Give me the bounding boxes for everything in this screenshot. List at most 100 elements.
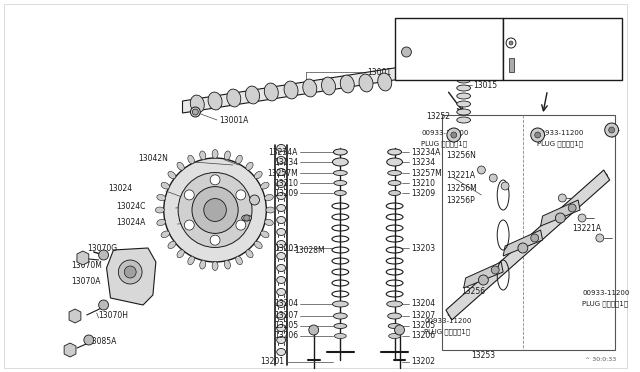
Circle shape [250, 195, 259, 205]
Ellipse shape [276, 180, 285, 187]
Ellipse shape [168, 171, 176, 179]
Text: 13203: 13203 [412, 244, 435, 253]
Ellipse shape [177, 162, 184, 170]
Ellipse shape [457, 85, 470, 91]
Text: -13222E: -13222E [519, 61, 550, 70]
Ellipse shape [276, 169, 285, 176]
Ellipse shape [457, 109, 470, 115]
Circle shape [447, 128, 461, 142]
Ellipse shape [246, 162, 253, 170]
Circle shape [178, 173, 252, 247]
Circle shape [609, 127, 614, 133]
Circle shape [531, 234, 539, 242]
Ellipse shape [188, 256, 195, 265]
Text: 13024C: 13024C [116, 202, 146, 211]
Ellipse shape [260, 182, 269, 189]
Bar [442, 115, 614, 350]
Ellipse shape [303, 79, 317, 97]
Ellipse shape [423, 66, 435, 76]
Text: 00933-11200: 00933-11200 [424, 318, 472, 324]
Circle shape [192, 187, 238, 233]
Text: 13234: 13234 [412, 157, 435, 167]
Circle shape [534, 132, 541, 138]
Circle shape [244, 215, 250, 221]
Ellipse shape [254, 171, 262, 179]
Polygon shape [503, 230, 543, 256]
Text: 13070G: 13070G [87, 244, 117, 253]
Text: 13001A: 13001A [219, 115, 248, 125]
Text: 13201: 13201 [260, 357, 284, 366]
Circle shape [118, 260, 142, 284]
Ellipse shape [161, 231, 170, 238]
Text: 13070A: 13070A [71, 278, 100, 286]
Circle shape [308, 325, 319, 335]
Ellipse shape [388, 180, 401, 186]
Text: 13256: 13256 [461, 288, 486, 296]
Circle shape [193, 109, 198, 115]
Circle shape [395, 325, 404, 335]
Ellipse shape [276, 264, 285, 272]
Ellipse shape [208, 92, 222, 110]
Text: -13222F: -13222F [519, 38, 550, 48]
Circle shape [401, 47, 412, 57]
Ellipse shape [332, 158, 348, 166]
Ellipse shape [188, 155, 195, 164]
Circle shape [518, 243, 528, 253]
Ellipse shape [177, 250, 184, 258]
Circle shape [457, 51, 467, 61]
Circle shape [184, 190, 194, 200]
Ellipse shape [334, 180, 347, 186]
Text: 13206: 13206 [412, 331, 435, 340]
Ellipse shape [246, 250, 253, 258]
Ellipse shape [157, 195, 166, 201]
Text: 13015A: 13015A [468, 48, 497, 57]
Bar [509, 58, 514, 72]
Text: 13253: 13253 [471, 350, 495, 359]
Circle shape [477, 166, 485, 174]
Ellipse shape [335, 190, 346, 196]
Text: -13222A: -13222A [414, 48, 446, 57]
Text: 13085A: 13085A [87, 337, 116, 346]
Text: 13209: 13209 [412, 189, 435, 198]
Ellipse shape [457, 93, 470, 99]
Circle shape [479, 275, 488, 285]
Ellipse shape [224, 151, 230, 160]
Circle shape [605, 123, 618, 137]
Ellipse shape [276, 144, 285, 151]
Ellipse shape [276, 276, 285, 283]
Ellipse shape [276, 157, 285, 164]
Text: PLUG プラグ（1）: PLUG プラグ（1） [421, 140, 467, 147]
Ellipse shape [332, 301, 348, 307]
Ellipse shape [212, 150, 218, 158]
Ellipse shape [157, 219, 166, 225]
Ellipse shape [224, 260, 230, 269]
Polygon shape [69, 309, 81, 323]
Text: 13070M: 13070M [71, 262, 102, 270]
Ellipse shape [388, 170, 401, 176]
Ellipse shape [212, 262, 218, 270]
Ellipse shape [333, 149, 348, 155]
Circle shape [578, 214, 586, 222]
Ellipse shape [227, 89, 241, 107]
Polygon shape [77, 251, 89, 265]
Text: 13204: 13204 [412, 299, 435, 308]
Circle shape [236, 220, 246, 230]
Text: 13221A: 13221A [446, 170, 475, 180]
Circle shape [124, 266, 136, 278]
Ellipse shape [276, 301, 285, 308]
Ellipse shape [388, 313, 401, 319]
Text: 13257M: 13257M [267, 169, 298, 177]
Ellipse shape [276, 289, 285, 295]
Circle shape [451, 132, 457, 138]
Ellipse shape [276, 217, 285, 224]
Ellipse shape [387, 158, 403, 166]
Text: 13209: 13209 [274, 189, 298, 198]
Ellipse shape [387, 301, 403, 307]
Polygon shape [106, 248, 156, 305]
Ellipse shape [276, 253, 285, 260]
Circle shape [204, 199, 227, 221]
Text: 13205: 13205 [274, 321, 298, 330]
Ellipse shape [276, 241, 285, 247]
Text: [0184-1185]: [0184-1185] [399, 26, 445, 35]
Text: 13210: 13210 [274, 179, 298, 187]
